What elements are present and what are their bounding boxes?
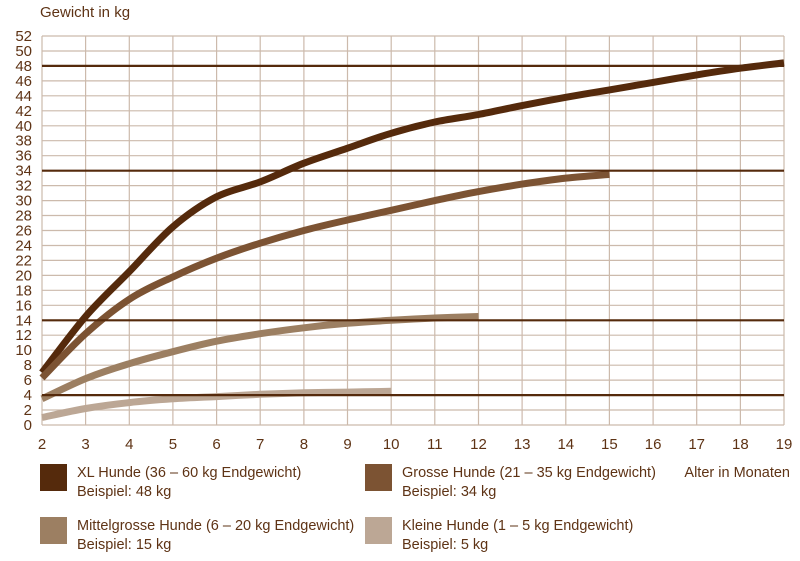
growth-curve-3 xyxy=(41,387,392,421)
x-tick-label: 3 xyxy=(81,436,89,453)
y-tick-label: 36 xyxy=(15,148,32,165)
x-tick-label: 10 xyxy=(383,436,400,453)
x-tick-label: 8 xyxy=(300,436,308,453)
y-tick-label: 30 xyxy=(15,193,32,210)
grosse-color-swatch xyxy=(365,464,392,491)
legend-item-mittelgrosse: Mittelgrosse Hunde (6 – 20 kg Endgewicht… xyxy=(40,517,365,555)
y-tick-label: 50 xyxy=(15,43,32,60)
y-tick-label: 10 xyxy=(15,342,32,359)
x-tick-label: 15 xyxy=(601,436,618,453)
y-tick-label: 38 xyxy=(15,133,32,150)
x-tick-label: 5 xyxy=(169,436,177,453)
y-tick-label: 18 xyxy=(15,282,32,299)
y-tick-label: 6 xyxy=(24,372,32,389)
legend-label-xl: XL Hunde (36 – 60 kg Endgewicht) xyxy=(77,465,302,481)
legend-row-2: Mittelgrosse Hunde (6 – 20 kg Endgewicht… xyxy=(40,517,790,555)
x-tick-label: 14 xyxy=(557,436,574,453)
x-axis-label: Alter in Monaten xyxy=(684,465,790,481)
x-tick-label: 11 xyxy=(427,436,443,453)
legend-example-mittelgrosse: Beispiel: 15 kg xyxy=(77,537,172,553)
legend-label-grosse: Grosse Hunde (21 – 35 kg Endgewicht) xyxy=(402,465,656,481)
y-tick-label: 28 xyxy=(15,208,32,225)
x-tick-label: 16 xyxy=(645,436,662,453)
x-tick-label: 12 xyxy=(470,436,487,453)
x-tick-label: 13 xyxy=(514,436,531,453)
y-tick-label: 4 xyxy=(24,387,32,404)
y-tick-label: 24 xyxy=(15,238,32,255)
legend-example-xl: Beispiel: 48 kg xyxy=(77,484,172,500)
legend-example-grosse: Beispiel: 34 kg xyxy=(402,484,497,500)
y-axis-title: Gewicht in kg xyxy=(40,4,131,21)
growth-curve-0 xyxy=(39,59,785,375)
legend: XL Hunde (36 – 60 kg Endgewicht) Beispie… xyxy=(40,464,790,561)
x-tick-label: 6 xyxy=(212,436,220,453)
y-tick-label: 48 xyxy=(15,58,32,75)
x-tick-label: 9 xyxy=(343,436,351,453)
legend-item-xl: XL Hunde (36 – 60 kg Endgewicht) Beispie… xyxy=(40,464,365,502)
y-tick-label: 32 xyxy=(15,178,32,195)
y-tick-label: 16 xyxy=(15,297,32,314)
x-tick-label: 17 xyxy=(688,436,705,453)
y-tick-label: 44 xyxy=(15,88,32,105)
x-tick-label: 19 xyxy=(776,436,793,453)
legend-label-mittelgrosse: Mittelgrosse Hunde (6 – 20 kg Endgewicht… xyxy=(77,518,355,534)
legend-item-grosse: Grosse Hunde (21 – 35 kg Endgewicht) Bei… xyxy=(365,464,656,502)
x-tick-label: 18 xyxy=(732,436,749,453)
y-tick-label: 46 xyxy=(15,73,32,90)
x-tick-label: 2 xyxy=(38,436,46,453)
y-tick-label: 14 xyxy=(15,312,32,329)
growth-curve-1 xyxy=(39,170,610,381)
x-tick-label: 4 xyxy=(125,436,133,453)
mittelgrosse-color-swatch xyxy=(40,517,67,544)
xl-color-swatch xyxy=(40,464,67,491)
y-tick-label: 20 xyxy=(15,267,32,284)
y-tick-label: 8 xyxy=(24,357,32,374)
y-tick-label: 2 xyxy=(24,402,32,419)
y-tick-label: 12 xyxy=(15,327,32,344)
y-tick-label: 34 xyxy=(15,163,32,180)
y-tick-label: 26 xyxy=(15,223,32,240)
legend-label-kleine: Kleine Hunde (1 – 5 kg Endgewicht) xyxy=(402,518,634,534)
y-tick-label: 22 xyxy=(15,252,32,269)
legend-item-kleine: Kleine Hunde (1 – 5 kg Endgewicht) Beisp… xyxy=(365,517,633,555)
legend-example-kleine: Beispiel: 5 kg xyxy=(402,537,489,553)
kleine-color-swatch xyxy=(365,517,392,544)
y-tick-label: 42 xyxy=(15,103,32,120)
y-tick-label: 0 xyxy=(24,417,32,434)
x-tick-label: 7 xyxy=(256,436,264,453)
y-tick-label: 52 xyxy=(15,28,32,45)
legend-row-1: XL Hunde (36 – 60 kg Endgewicht) Beispie… xyxy=(40,464,790,502)
chart-canvas: 0246810121416182022242628303234363840424… xyxy=(15,28,793,453)
y-tick-label: 40 xyxy=(15,118,32,135)
